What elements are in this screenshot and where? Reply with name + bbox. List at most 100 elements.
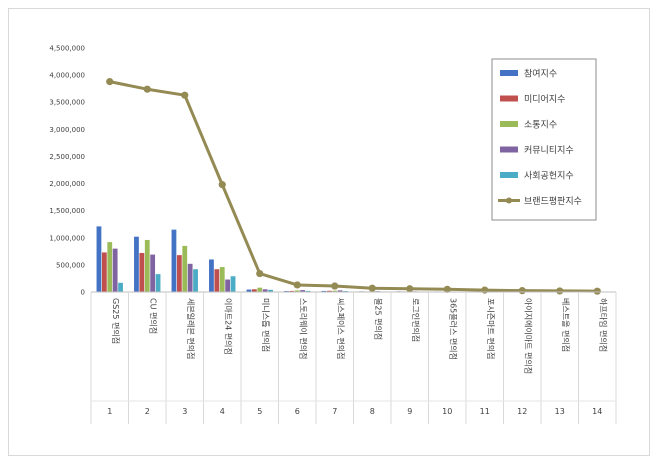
- legend-swatch: [500, 95, 518, 102]
- bar: [171, 229, 177, 292]
- bar: [155, 274, 161, 292]
- bar: [214, 269, 220, 292]
- legend-label: 미디어지수: [524, 94, 565, 105]
- bar-series: [96, 226, 611, 293]
- bar: [193, 269, 198, 292]
- brand-reputation-chart: 0 500,000 1,000,000 1,500,000 2,000,000 2,500…: [49, 45, 617, 424]
- y-tick-label: 3,500,000: [49, 99, 85, 107]
- y-tick-label: 4,000,000: [49, 72, 85, 80]
- line-point: [481, 286, 489, 294]
- y-axis: 0 500,000 1,000,000 1,500,000 2,000,000 2,500…: [49, 45, 85, 297]
- category-index: 2: [145, 407, 150, 416]
- legend-marker: [506, 197, 512, 204]
- category-index: 11: [480, 407, 490, 416]
- category-index: 7: [332, 407, 337, 416]
- y-tick-label: 0: [81, 289, 85, 297]
- legend-swatch: [500, 172, 518, 178]
- bar: [96, 226, 102, 292]
- bar: [326, 290, 332, 292]
- line-point: [143, 85, 151, 93]
- line-point: [368, 284, 376, 292]
- y-tick-label: 2,000,000: [49, 180, 85, 188]
- bar: [225, 279, 231, 292]
- category-index: 3: [182, 407, 187, 416]
- y-tick-label: 1,500,000: [49, 207, 85, 215]
- category-index: 14: [592, 407, 602, 416]
- category-label: 로그인편의점: [411, 298, 421, 342]
- y-tick-label: 3,000,000: [49, 126, 85, 134]
- bar: [300, 290, 306, 292]
- bar: [112, 248, 118, 292]
- y-tick-label: 1,000,000: [49, 234, 85, 242]
- chart-frame: 0 500,000 1,000,000 1,500,000 2,000,000 2,500…: [8, 8, 650, 456]
- bar: [176, 255, 182, 292]
- category-label: 포시즌마트 편의점: [486, 298, 496, 359]
- bar: [289, 290, 295, 292]
- line-point: [256, 269, 264, 278]
- legend-swatch: [500, 121, 518, 127]
- bar: [144, 239, 150, 292]
- legend-label: 사회공헌지수: [524, 171, 574, 182]
- category-label: 아이지에이마트 편의점: [523, 298, 533, 374]
- category-index: 4: [220, 407, 225, 416]
- legend-label: 커뮤니티지수: [524, 145, 574, 156]
- category-index: 1: [107, 407, 112, 416]
- bar: [262, 289, 268, 292]
- line-point: [518, 287, 526, 295]
- category-index: 5: [257, 407, 262, 416]
- bar: [305, 290, 311, 292]
- line-point: [593, 287, 601, 295]
- category-label: 이마트24 편의점: [223, 298, 233, 355]
- bar: [257, 287, 263, 292]
- y-tick-label: 4,500,000: [49, 45, 85, 53]
- bar: [187, 263, 193, 292]
- bar: [230, 276, 236, 292]
- category-label: 스토리웨이 편의점: [298, 298, 308, 359]
- legend-swatch: [500, 70, 518, 76]
- category-label: 베스트올 편의점: [561, 298, 571, 352]
- category-index: 9: [407, 407, 412, 416]
- category-label: 미니스톱 편의점: [261, 298, 271, 352]
- category-index: 8: [370, 407, 375, 416]
- y-tick-label: 2,500,000: [49, 153, 85, 161]
- line-point: [106, 78, 114, 86]
- line-point: [181, 91, 189, 99]
- bar: [101, 252, 107, 292]
- y-tick-label: 500,000: [56, 261, 85, 269]
- bar: [139, 252, 145, 292]
- line-point: [443, 285, 451, 293]
- bar: [209, 259, 214, 292]
- series-line: [109, 80, 598, 293]
- bar: [150, 254, 156, 292]
- line-point: [331, 282, 339, 290]
- bar: [332, 290, 338, 292]
- category-label: 볼25 편의점: [373, 298, 383, 340]
- category-label: 하프타임 편의점: [598, 298, 608, 352]
- bar: [118, 282, 123, 292]
- category-index: 12: [517, 407, 527, 416]
- category-index: 13: [555, 407, 565, 416]
- bar: [251, 289, 257, 292]
- category-label: 씨스페이스 편의점: [336, 298, 346, 359]
- category-label: 365플러스 편의점: [448, 298, 458, 360]
- category-index: 6: [295, 407, 300, 416]
- legend-label: 소통지수: [524, 120, 557, 131]
- legend-label: 브랜드평판지수: [524, 196, 582, 207]
- legend-box: [491, 58, 597, 221]
- category-label: GS25 편의점: [111, 298, 121, 344]
- bar: [268, 289, 273, 292]
- line-point: [293, 281, 301, 289]
- category-label: 세븐일레븐 편의점: [186, 298, 196, 359]
- bar: [246, 289, 252, 292]
- legend-label: 참여지수: [524, 68, 557, 80]
- legend-swatch: [500, 146, 518, 153]
- x-axis: GS25 편의점 1 CU 편의점 2 세븐일레븐 편의점 3 이마트24 편의점 4 미니스톱…: [90, 291, 617, 424]
- line-point: [218, 181, 226, 189]
- line-point: [556, 287, 564, 295]
- line-point: [406, 285, 414, 293]
- bar: [337, 290, 343, 292]
- bar: [134, 236, 139, 292]
- bar: [294, 290, 300, 292]
- bar: [321, 290, 327, 292]
